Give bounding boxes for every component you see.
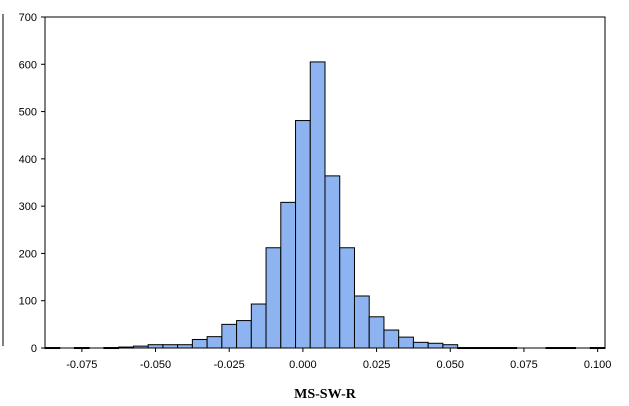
histogram-bar <box>191 338 208 349</box>
y-tick-label: 400 <box>19 154 37 166</box>
x-tick-label: 0.050 <box>436 359 464 371</box>
histogram-bars <box>44 61 606 350</box>
histogram-bar <box>280 201 297 349</box>
x-tick-label: -0.075 <box>66 359 97 371</box>
histogram-bar <box>206 336 223 349</box>
histogram-bar <box>339 247 355 349</box>
x-tick-label: 0.000 <box>289 359 317 371</box>
y-tick-label: 700 <box>19 12 37 24</box>
x-tick-label: 0.100 <box>584 359 612 371</box>
x-axis-title: MS-SW-R <box>294 387 357 402</box>
y-tick-label: 500 <box>19 107 37 119</box>
histogram-bar <box>221 323 238 349</box>
histogram-bar <box>324 175 341 349</box>
histogram-bar <box>398 336 414 349</box>
x-axis: -0.075 -0.050 -0.025 0.000 0.025 0.050 0.075 0.… <box>66 348 611 371</box>
histogram-bar <box>295 120 311 349</box>
x-tick-label: 0.025 <box>363 359 391 371</box>
histogram-bar <box>265 247 282 349</box>
histogram-bar <box>412 341 429 349</box>
histogram-bar <box>368 316 385 349</box>
x-tick-label: 0.075 <box>510 359 538 371</box>
y-tick-label: 0 <box>31 343 37 355</box>
y-tick-label: 600 <box>19 59 37 71</box>
y-tick-label: 200 <box>19 248 37 260</box>
histogram-bar <box>250 303 267 349</box>
histogram-bar <box>236 320 252 349</box>
histogram-bar <box>353 295 370 349</box>
y-tick-label: 100 <box>19 296 37 308</box>
histogram-bar <box>309 61 326 349</box>
y-axis: 0 100 200 300 400 500 600 700 <box>19 12 45 355</box>
histogram-bar <box>383 329 400 349</box>
histogram-bar <box>427 342 444 349</box>
plot-frame <box>44 16 606 349</box>
x-tick-label: -0.025 <box>214 359 245 371</box>
y-tick-label: 300 <box>19 201 37 213</box>
x-tick-label: -0.050 <box>140 359 171 371</box>
